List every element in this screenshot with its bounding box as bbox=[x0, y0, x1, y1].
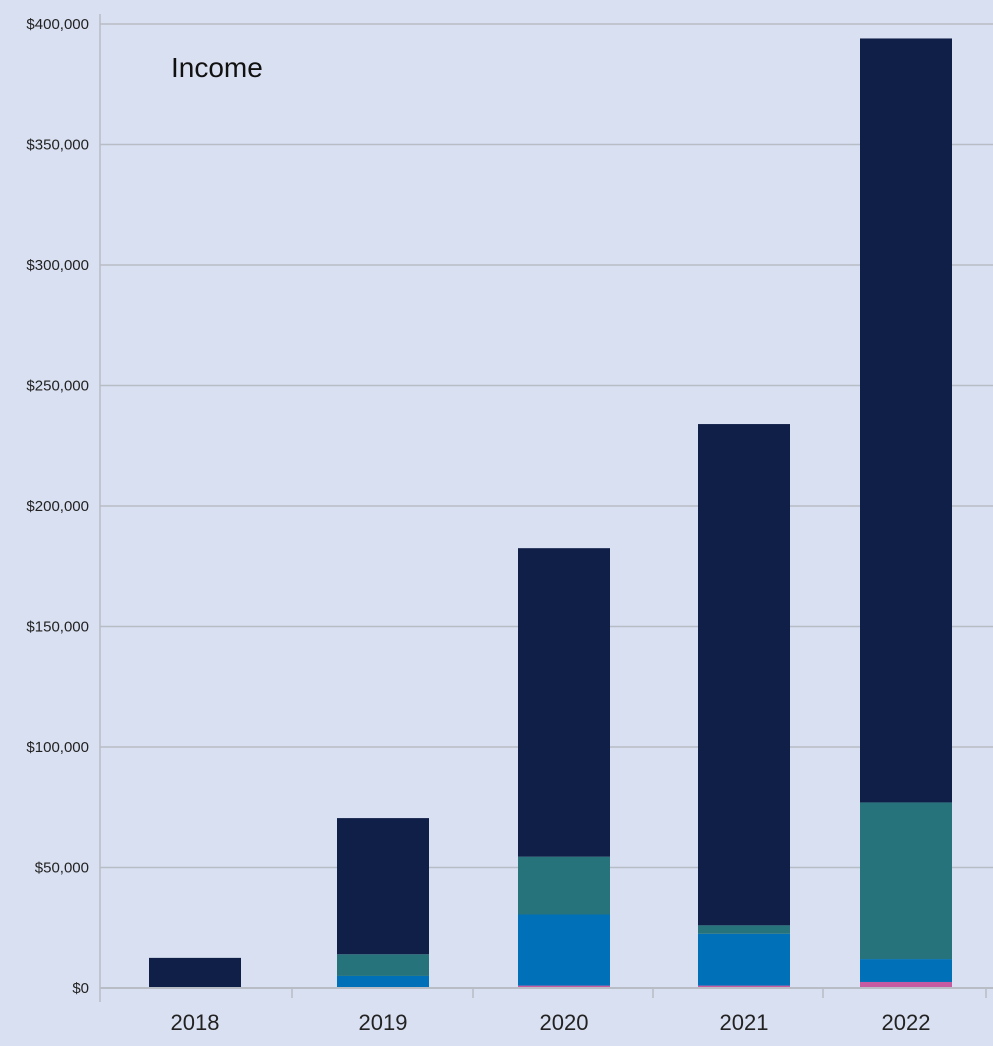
y-tick-label: $50,000 bbox=[35, 860, 89, 877]
y-tick-label: $0 bbox=[72, 980, 89, 997]
y-tick-label: $200,000 bbox=[26, 498, 89, 515]
bar-segment bbox=[860, 38, 952, 803]
axes bbox=[99, 14, 993, 1002]
bar-segment bbox=[337, 818, 429, 955]
bar-segment bbox=[518, 856, 610, 915]
x-tick-label: 2022 bbox=[882, 1010, 931, 1035]
y-tick-label: $400,000 bbox=[26, 16, 89, 33]
bar-segment bbox=[518, 548, 610, 857]
bars bbox=[149, 38, 952, 988]
y-axis-tick-labels: $0 $50,000 $100,000 $150,000 $200,000 $250,00… bbox=[26, 16, 89, 997]
y-tick-label: $350,000 bbox=[26, 137, 89, 154]
x-tick-label: 2018 bbox=[171, 1010, 220, 1035]
x-tick-label: 2020 bbox=[540, 1010, 589, 1035]
bar-segment bbox=[698, 424, 790, 926]
x-tick-label: 2021 bbox=[720, 1010, 769, 1035]
y-tick-label: $300,000 bbox=[26, 257, 89, 274]
bar-segment bbox=[337, 975, 429, 988]
bar-segment bbox=[337, 954, 429, 976]
bar-segment bbox=[698, 925, 790, 934]
y-tick-label: $100,000 bbox=[26, 739, 89, 756]
y-tick-label: $150,000 bbox=[26, 619, 89, 636]
bar-segment bbox=[518, 914, 610, 986]
x-tick-label: 2019 bbox=[359, 1010, 408, 1035]
x-axis-tick-labels: 2018 2019 2020 2021 2022 bbox=[171, 1010, 931, 1035]
bar-segment bbox=[149, 957, 241, 988]
chart-title: Income bbox=[171, 52, 263, 83]
bar-segment bbox=[698, 985, 790, 988]
bar-segment bbox=[860, 802, 952, 960]
bar-segment bbox=[860, 981, 952, 988]
bar-segment bbox=[698, 933, 790, 986]
bar-segment bbox=[518, 985, 610, 988]
bar-segment bbox=[860, 959, 952, 982]
y-tick-label: $250,000 bbox=[26, 378, 89, 395]
